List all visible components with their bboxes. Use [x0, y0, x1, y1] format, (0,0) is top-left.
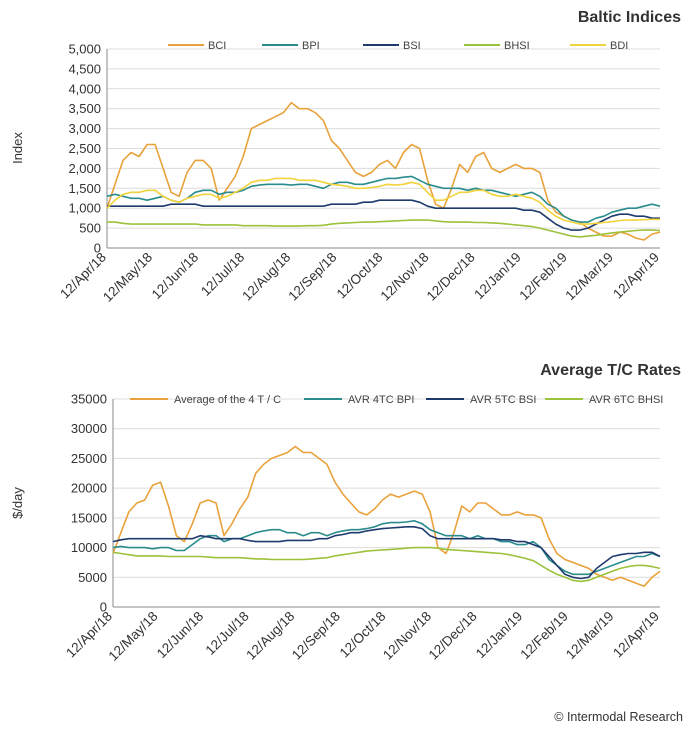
legend-label-bdi: BDI — [610, 40, 628, 52]
y-tick-label: 3,500 — [68, 101, 101, 116]
x-tick-label: 12/Jan/19 — [473, 609, 526, 662]
y-tick-label: 10000 — [71, 540, 107, 555]
y-tick-label: 30000 — [71, 421, 107, 436]
baltic-indices-series — [106, 101, 661, 241]
series-line-bhsi — [107, 219, 661, 238]
x-tick-label: 12/Sep/18 — [285, 250, 339, 304]
y-tick-label: 0 — [100, 600, 107, 615]
baltic-indices-xticks: 12/Apr/1812/May/1812/Jun/1812/Jul/1812/A… — [57, 250, 662, 305]
y-tick-label: 25000 — [71, 451, 107, 466]
x-tick-label: 12/Jun/18 — [154, 609, 207, 662]
baltic-indices-ylabel: Index — [10, 132, 25, 164]
baltic-indices-legend: BCI BPI BSI BHSI BDI — [168, 40, 628, 52]
average-tc-rates-ylabel: $/day — [10, 487, 25, 519]
y-tick-label: 500 — [79, 221, 101, 236]
y-tick-label: 0 — [94, 241, 101, 256]
y-tick-label: 5,000 — [68, 42, 101, 57]
series-line-avr-6tc-bhsi — [112, 546, 661, 583]
average-tc-rates-xticks: 12/Apr/1812/May/1812/Jun/1812/Jul/1812/A… — [63, 609, 662, 664]
x-tick-label: 12/Apr/19 — [610, 250, 662, 302]
legend-label-bsi: BSI — [403, 40, 421, 52]
x-tick-label: 12/Aug/18 — [239, 250, 293, 304]
footer-credit: © Intermodal Research — [554, 710, 683, 724]
legend-label-avr-4tc-bpi: AVR 4TC BPI — [348, 394, 414, 406]
y-tick-label: 5000 — [78, 570, 107, 585]
average-tc-rates-chart: Average T/C Rates $/day 0 5000 10000 15000 2… — [10, 362, 681, 664]
y-tick-label: 4,500 — [68, 61, 101, 76]
x-tick-label: 12/Mar/19 — [563, 609, 617, 663]
x-tick-label: 12/Jun/18 — [149, 250, 202, 303]
x-tick-label: 12/Feb/19 — [517, 609, 571, 663]
average-tc-rates-series — [112, 445, 661, 588]
y-tick-label: 2,000 — [68, 161, 101, 176]
x-tick-label: 12/Nov/18 — [380, 609, 434, 663]
series-line-bsi — [107, 199, 660, 231]
y-tick-label: 35000 — [71, 392, 107, 407]
y-tick-label: 2,500 — [68, 141, 101, 156]
legend-label-avr-6tc-bhsi: AVR 6TC BHSI — [589, 394, 663, 406]
legend-label-avr-5tc-bsi: AVR 5TC BSI — [470, 394, 536, 406]
x-tick-label: 12/Dec/18 — [426, 609, 480, 663]
y-tick-label: 15000 — [71, 510, 107, 525]
average-tc-rates-legend: Average of the 4 T / C AVR 4TC BPI AVR 5TC… — [130, 394, 663, 406]
legend-label-bpi: BPI — [302, 40, 320, 52]
legend-label-bci: BCI — [208, 40, 226, 52]
x-tick-label: 12/Jan/19 — [471, 250, 524, 303]
y-tick-label: 20000 — [71, 481, 107, 496]
x-tick-label: 12/Feb/19 — [516, 250, 570, 304]
average-tc-rates-yticks: 0 5000 10000 15000 20000 25000 30000 35000 — [71, 392, 107, 615]
series-line-bpi — [106, 175, 661, 223]
baltic-indices-yticks: 0 500 1,000 1,500 2,000 2,500 3,000 3,500 4,000 4… — [68, 42, 101, 256]
y-tick-label: 1,000 — [68, 201, 101, 216]
legend-label-bhsi: BHSI — [504, 40, 530, 52]
average-tc-rates-gridlines — [112, 398, 660, 608]
x-tick-label: 12/Aug/18 — [243, 609, 297, 663]
series-line-bci — [106, 101, 661, 241]
series-line-average-of-the-4-t-c — [112, 445, 661, 588]
y-tick-label: 3,000 — [68, 121, 101, 136]
baltic-indices-title: Baltic Indices — [578, 9, 681, 26]
series-line-avr-4tc-bpi — [112, 519, 661, 576]
series-line-avr-5tc-bsi — [112, 525, 661, 580]
x-tick-label: 12/Apr/19 — [610, 609, 662, 661]
baltic-indices-gridlines — [106, 48, 660, 249]
x-tick-label: 12/Nov/18 — [378, 250, 432, 304]
x-tick-label: 12/Mar/19 — [562, 250, 616, 304]
x-tick-label: 12/May/18 — [106, 609, 161, 664]
y-tick-label: 4,000 — [68, 81, 101, 96]
y-tick-label: 1,500 — [68, 181, 101, 196]
baltic-indices-chart: Baltic Indices Index 0 500 1,000 1,500 2,000… — [10, 9, 681, 305]
series-line-bdi — [106, 177, 660, 225]
average-tc-rates-title: Average T/C Rates — [540, 362, 681, 379]
x-tick-label: 12/Dec/18 — [424, 250, 478, 304]
x-tick-label: 12/Sep/18 — [289, 609, 343, 663]
x-tick-label: 12/May/18 — [100, 250, 155, 305]
legend-label-average-of-the-4-t-c: Average of the 4 T / C — [174, 394, 281, 406]
